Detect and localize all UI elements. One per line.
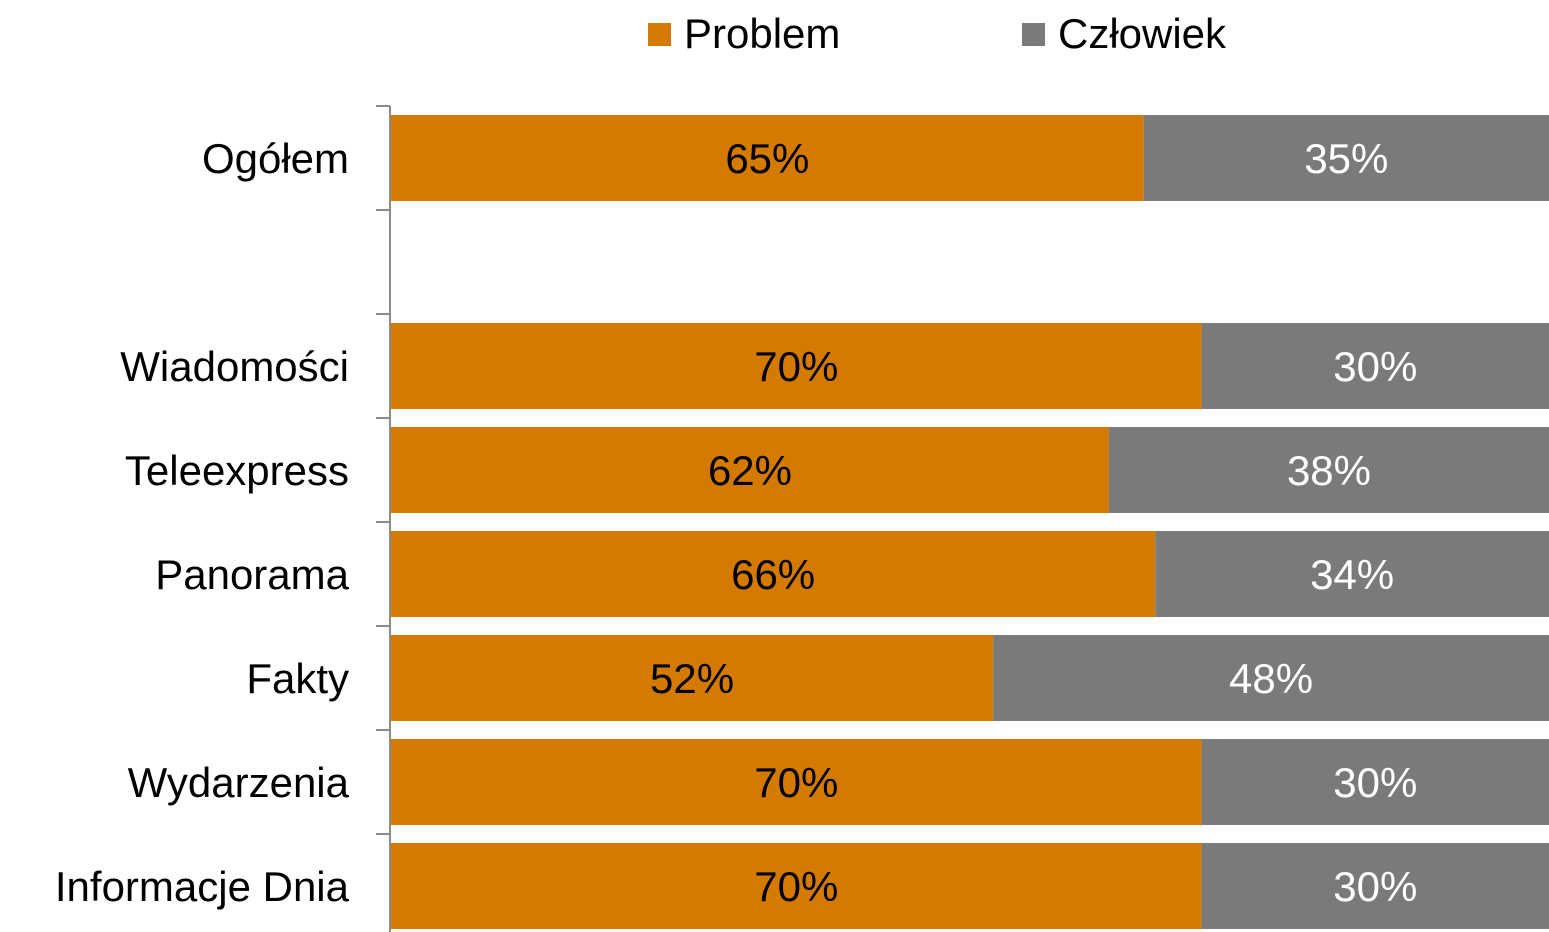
bar-segment-człowiek	[1201, 843, 1549, 929]
bar-segment-problem	[391, 843, 1202, 929]
bar-segment-człowiek	[1143, 115, 1549, 201]
data-label: 70%	[754, 759, 838, 806]
category-axis	[376, 105, 391, 932]
data-label: 35%	[1304, 135, 1388, 182]
data-label: 30%	[1333, 863, 1417, 910]
legend-swatch	[1022, 23, 1045, 46]
legend-swatch	[648, 23, 671, 46]
bar-segment-człowiek	[1201, 739, 1549, 825]
category-label: Wydarzenia	[128, 759, 350, 806]
data-label: 65%	[725, 135, 809, 182]
category-label: Fakty	[246, 655, 349, 702]
category-labels: Ogółem Wiadomości Teleexpress Panorama Fakty…	[55, 135, 350, 910]
category-label: Informacje Dnia	[55, 863, 350, 910]
category-label: Wiadomości	[120, 343, 349, 390]
bar-segment-człowiek	[1201, 323, 1549, 409]
legend-item: Człowiek	[1022, 10, 1227, 57]
data-label: 62%	[708, 447, 792, 494]
legend-label: Człowiek	[1058, 10, 1227, 57]
data-label: 38%	[1287, 447, 1371, 494]
category-label: Panorama	[155, 551, 349, 598]
data-label: 70%	[754, 863, 838, 910]
category-label: Teleexpress	[125, 447, 349, 494]
bars: 65% 35% 70% 30% 62% 38% 66% 34% 52% 48% 70% 30% 70% 3…	[391, 115, 1549, 929]
data-label: 34%	[1310, 551, 1394, 598]
category-label: Ogółem	[202, 135, 349, 182]
data-label: 70%	[754, 343, 838, 390]
legend-item: Problem	[648, 10, 840, 57]
legend-label: Problem	[684, 10, 840, 57]
data-label: 52%	[650, 655, 734, 702]
bar-segment-problem	[391, 427, 1109, 513]
bar-segment-człowiek	[1155, 531, 1549, 617]
legend: Problem Człowiek	[648, 10, 1227, 57]
bar-segment-problem	[391, 739, 1202, 825]
bar-segment-człowiek	[1108, 427, 1549, 513]
data-label: 30%	[1333, 759, 1417, 806]
bar-segment-problem	[391, 115, 1144, 201]
bar-segment-problem	[391, 323, 1202, 409]
bar-segment-problem	[391, 635, 994, 721]
data-label: 30%	[1333, 343, 1417, 390]
bar-segment-problem	[391, 531, 1156, 617]
bar-segment-człowiek	[993, 635, 1549, 721]
data-label: 48%	[1229, 655, 1313, 702]
data-label: 66%	[731, 551, 815, 598]
